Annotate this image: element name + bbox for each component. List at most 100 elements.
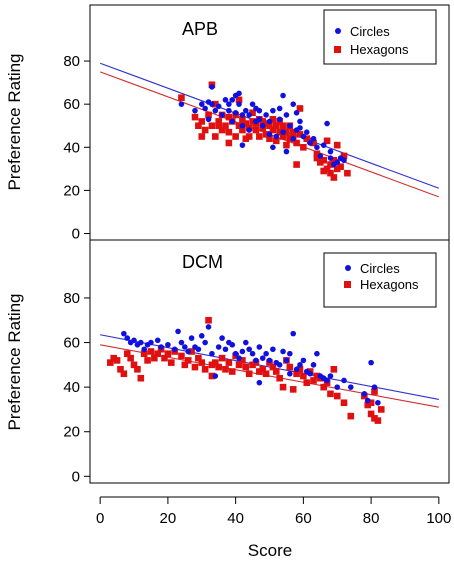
- point-hexagons-apb: [313, 150, 321, 158]
- point-circles-apb: [198, 101, 205, 107]
- point-circles-apb: [317, 153, 324, 159]
- point-hexagons-apb: [286, 135, 294, 142]
- point-circles-apb: [246, 127, 252, 133]
- point-hexagons-apb: [225, 128, 233, 136]
- point-hexagons-apb: [333, 141, 341, 149]
- point-circles-apb: [246, 112, 252, 118]
- y-tick-label-dcm: 20: [63, 424, 80, 441]
- point-circles-apb: [327, 155, 334, 161]
- point-hexagons-apb: [327, 161, 334, 168]
- point-circles-apb: [222, 97, 229, 103]
- point-circles-apb: [320, 142, 327, 148]
- point-circles-dcm: [375, 399, 381, 406]
- point-circles-apb: [327, 148, 334, 155]
- point-hexagons-apb: [225, 139, 233, 147]
- point-circles-dcm: [229, 341, 236, 348]
- point-circles-apb: [202, 105, 208, 112]
- point-hexagons-dcm: [259, 366, 267, 373]
- point-hexagons-dcm: [279, 383, 287, 391]
- y-tick-label-apb: 80: [63, 53, 80, 70]
- point-hexagons-apb: [252, 126, 260, 134]
- point-circles-dcm: [205, 324, 212, 330]
- point-hexagons-dcm: [293, 370, 300, 378]
- point-hexagons-dcm: [371, 415, 378, 422]
- point-circles-dcm: [246, 346, 252, 353]
- point-circles-dcm: [287, 370, 293, 377]
- point-circles-dcm: [314, 350, 320, 357]
- x-tick-label: 100: [426, 510, 451, 527]
- point-hexagons-dcm: [205, 316, 212, 324]
- x-tick-label: 60: [295, 510, 312, 527]
- point-hexagons-dcm: [300, 372, 307, 380]
- point-hexagons-apb: [249, 118, 256, 125]
- legend-apb: Circles Hexagons: [323, 9, 437, 65]
- point-hexagons-apb: [266, 135, 273, 142]
- point-hexagons-apb: [289, 128, 297, 136]
- legend-dcm: Circles Hexagons: [323, 252, 437, 308]
- point-hexagons-dcm: [188, 348, 195, 355]
- point-circles-apb: [236, 90, 242, 97]
- point-circles-apb: [287, 122, 293, 129]
- point-hexagons-apb: [205, 111, 212, 119]
- point-circles-apb: [297, 118, 303, 125]
- point-hexagons-dcm: [276, 374, 283, 382]
- point-hexagons-dcm: [249, 361, 256, 369]
- point-hexagons-dcm: [245, 370, 253, 378]
- points-dcm: [107, 316, 385, 424]
- point-hexagons-dcm: [286, 363, 294, 371]
- point-hexagons-apb: [303, 135, 311, 142]
- point-hexagons-dcm: [107, 359, 114, 366]
- point-circles-dcm: [266, 357, 273, 364]
- point-hexagons-apb: [235, 96, 243, 104]
- point-hexagons-dcm: [127, 354, 134, 362]
- point-circles-apb: [276, 116, 283, 123]
- point-circles-dcm: [283, 357, 290, 364]
- x-axis: 0 20 40 60 80 100: [96, 496, 451, 527]
- point-circles-dcm: [347, 384, 354, 390]
- point-circles-dcm: [178, 339, 185, 346]
- point-circles-apb: [192, 107, 198, 114]
- point-circles-dcm: [148, 339, 154, 346]
- point-circles-dcm: [310, 362, 317, 368]
- point-circles-dcm: [215, 344, 222, 350]
- point-hexagons-apb: [293, 161, 300, 168]
- point-circles-apb: [297, 125, 303, 131]
- point-hexagons-dcm: [310, 377, 317, 384]
- point-circles-dcm: [219, 335, 225, 341]
- point-hexagons-apb: [340, 152, 348, 160]
- panel-title-dcm: DCM: [182, 252, 223, 272]
- point-circles-dcm: [270, 346, 276, 353]
- point-hexagons-apb: [337, 163, 344, 170]
- point-circles-apb: [226, 101, 232, 107]
- point-circles-apb: [256, 107, 263, 114]
- point-hexagons-apb: [344, 169, 351, 177]
- fit-lines-dcm: [100, 334, 439, 408]
- point-hexagons-dcm: [198, 359, 206, 366]
- point-hexagons-dcm: [256, 368, 263, 375]
- point-circles-dcm: [371, 384, 378, 390]
- point-hexagons-dcm: [272, 368, 280, 375]
- point-circles-dcm: [368, 359, 374, 366]
- point-hexagons-dcm: [320, 383, 327, 391]
- point-hexagons-apb: [313, 154, 321, 162]
- point-circles-apb: [283, 148, 290, 155]
- point-hexagons-apb: [296, 131, 304, 138]
- point-hexagons-apb: [218, 126, 226, 134]
- point-hexagons-apb: [256, 133, 263, 140]
- point-circles-dcm: [165, 341, 171, 348]
- point-hexagons-apb: [208, 122, 216, 130]
- point-circles-apb: [290, 135, 297, 142]
- legend-marker-hexagons-apb: [334, 46, 341, 53]
- point-hexagons-dcm: [140, 350, 148, 357]
- point-hexagons-dcm: [296, 366, 304, 373]
- point-hexagons-dcm: [164, 350, 172, 357]
- point-circles-apb: [209, 84, 215, 90]
- point-hexagons-apb: [215, 122, 222, 130]
- point-hexagons-apb: [239, 115, 246, 123]
- point-hexagons-dcm: [289, 386, 297, 393]
- point-circles-apb: [270, 107, 276, 114]
- point-circles-apb: [280, 92, 286, 99]
- x-tick-label: 80: [363, 510, 380, 527]
- point-circles-dcm: [300, 357, 307, 364]
